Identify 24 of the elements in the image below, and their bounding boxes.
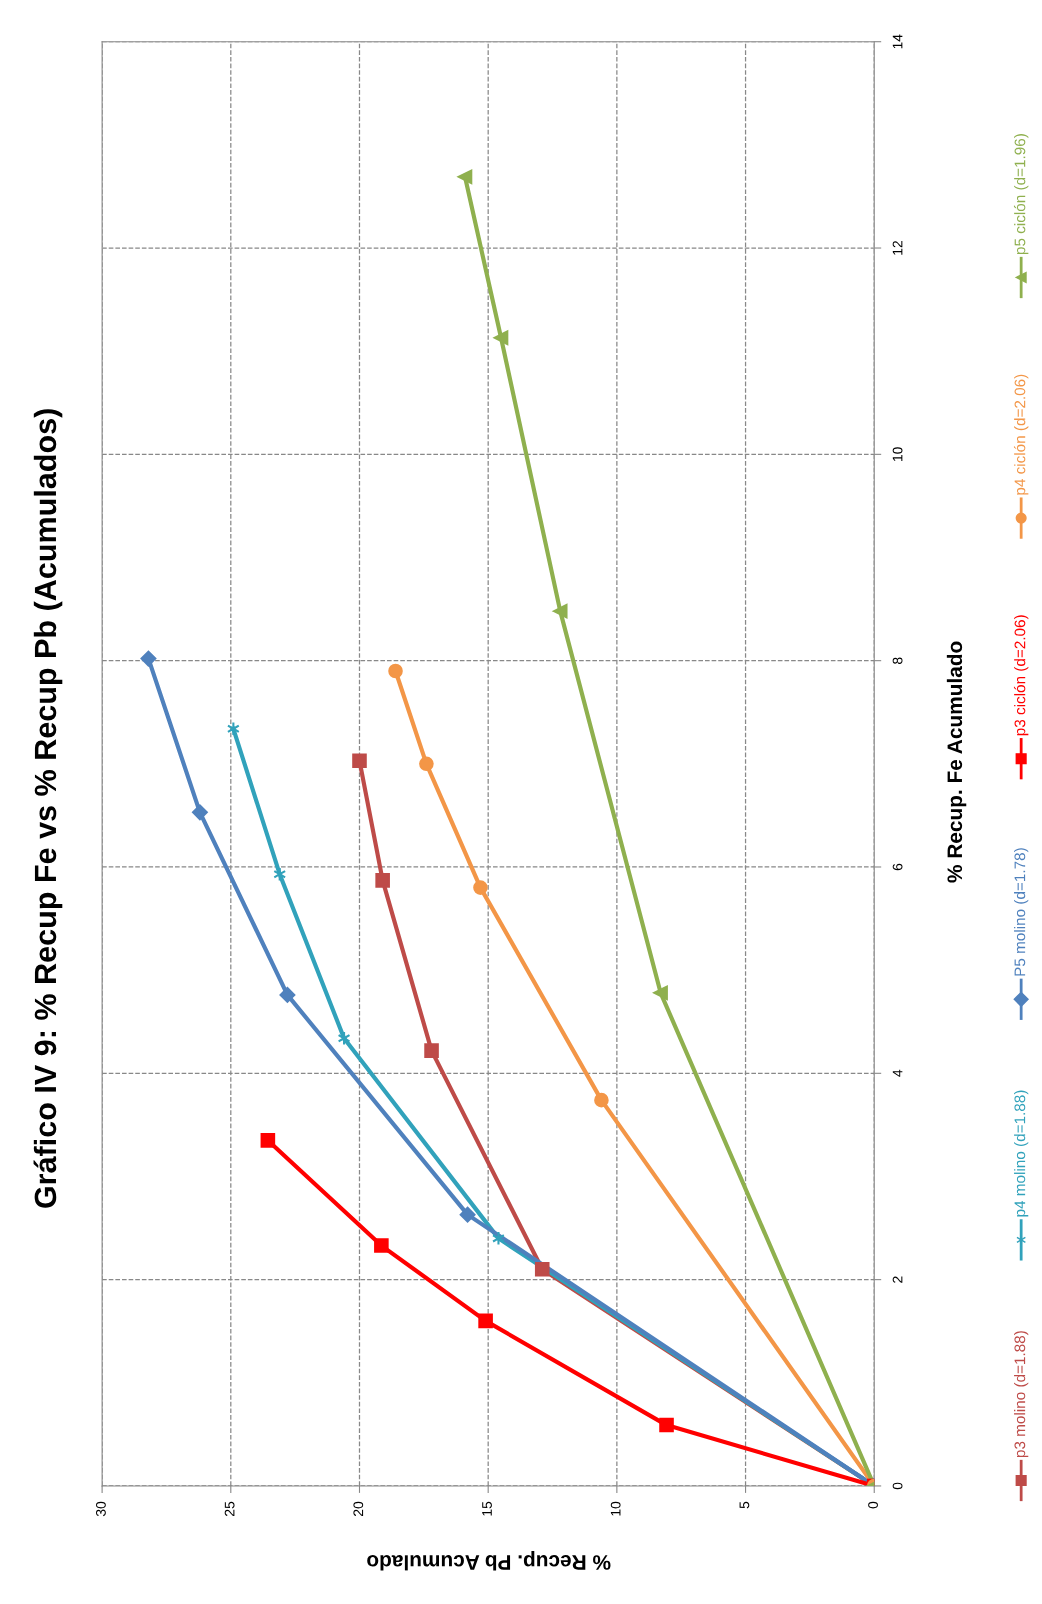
- y-tick-label: 14: [892, 34, 903, 49]
- x-tick-label: 15: [482, 1501, 492, 1516]
- x-tick-label: 25: [224, 1501, 235, 1516]
- y-tick-label: 8: [892, 657, 903, 664]
- x-tick-label: 0: [868, 1501, 878, 1509]
- x-tick-label: 20: [353, 1501, 364, 1516]
- y-tick-label: 2: [892, 1276, 903, 1283]
- x-tick-label: 5: [739, 1501, 750, 1509]
- y-tick-label: 10: [892, 447, 903, 462]
- y-tick-label: 12: [892, 241, 903, 255]
- text: p3 ciclón (d=2.06): [1013, 615, 1029, 736]
- x-axis-title: % Recup. Pb Acumulado: [367, 1550, 611, 1571]
- y-tick-label: 6: [892, 863, 903, 871]
- text: P5 molino (d=1.78): [1014, 848, 1029, 976]
- y-axis-title: % Recup. Fe Acumulado: [946, 641, 967, 883]
- text: p5 ciclón (d=1.96): [1013, 134, 1029, 255]
- text: Gráfico IV 9: % Recup Fe vs % Recup Pb (Acumulados): [33, 409, 63, 1208]
- x-tick-label: 10: [610, 1501, 621, 1516]
- text: p4 molino (d=1.88): [1014, 1090, 1029, 1217]
- text: p3 molino (d=1.88): [1014, 1331, 1029, 1458]
- x-tick-label: 30: [96, 1501, 106, 1517]
- text: p4 ciclón (d=2.06): [1013, 374, 1029, 495]
- y-tick-label: 0: [892, 1482, 903, 1490]
- y-tick-label: 4: [892, 1069, 903, 1077]
